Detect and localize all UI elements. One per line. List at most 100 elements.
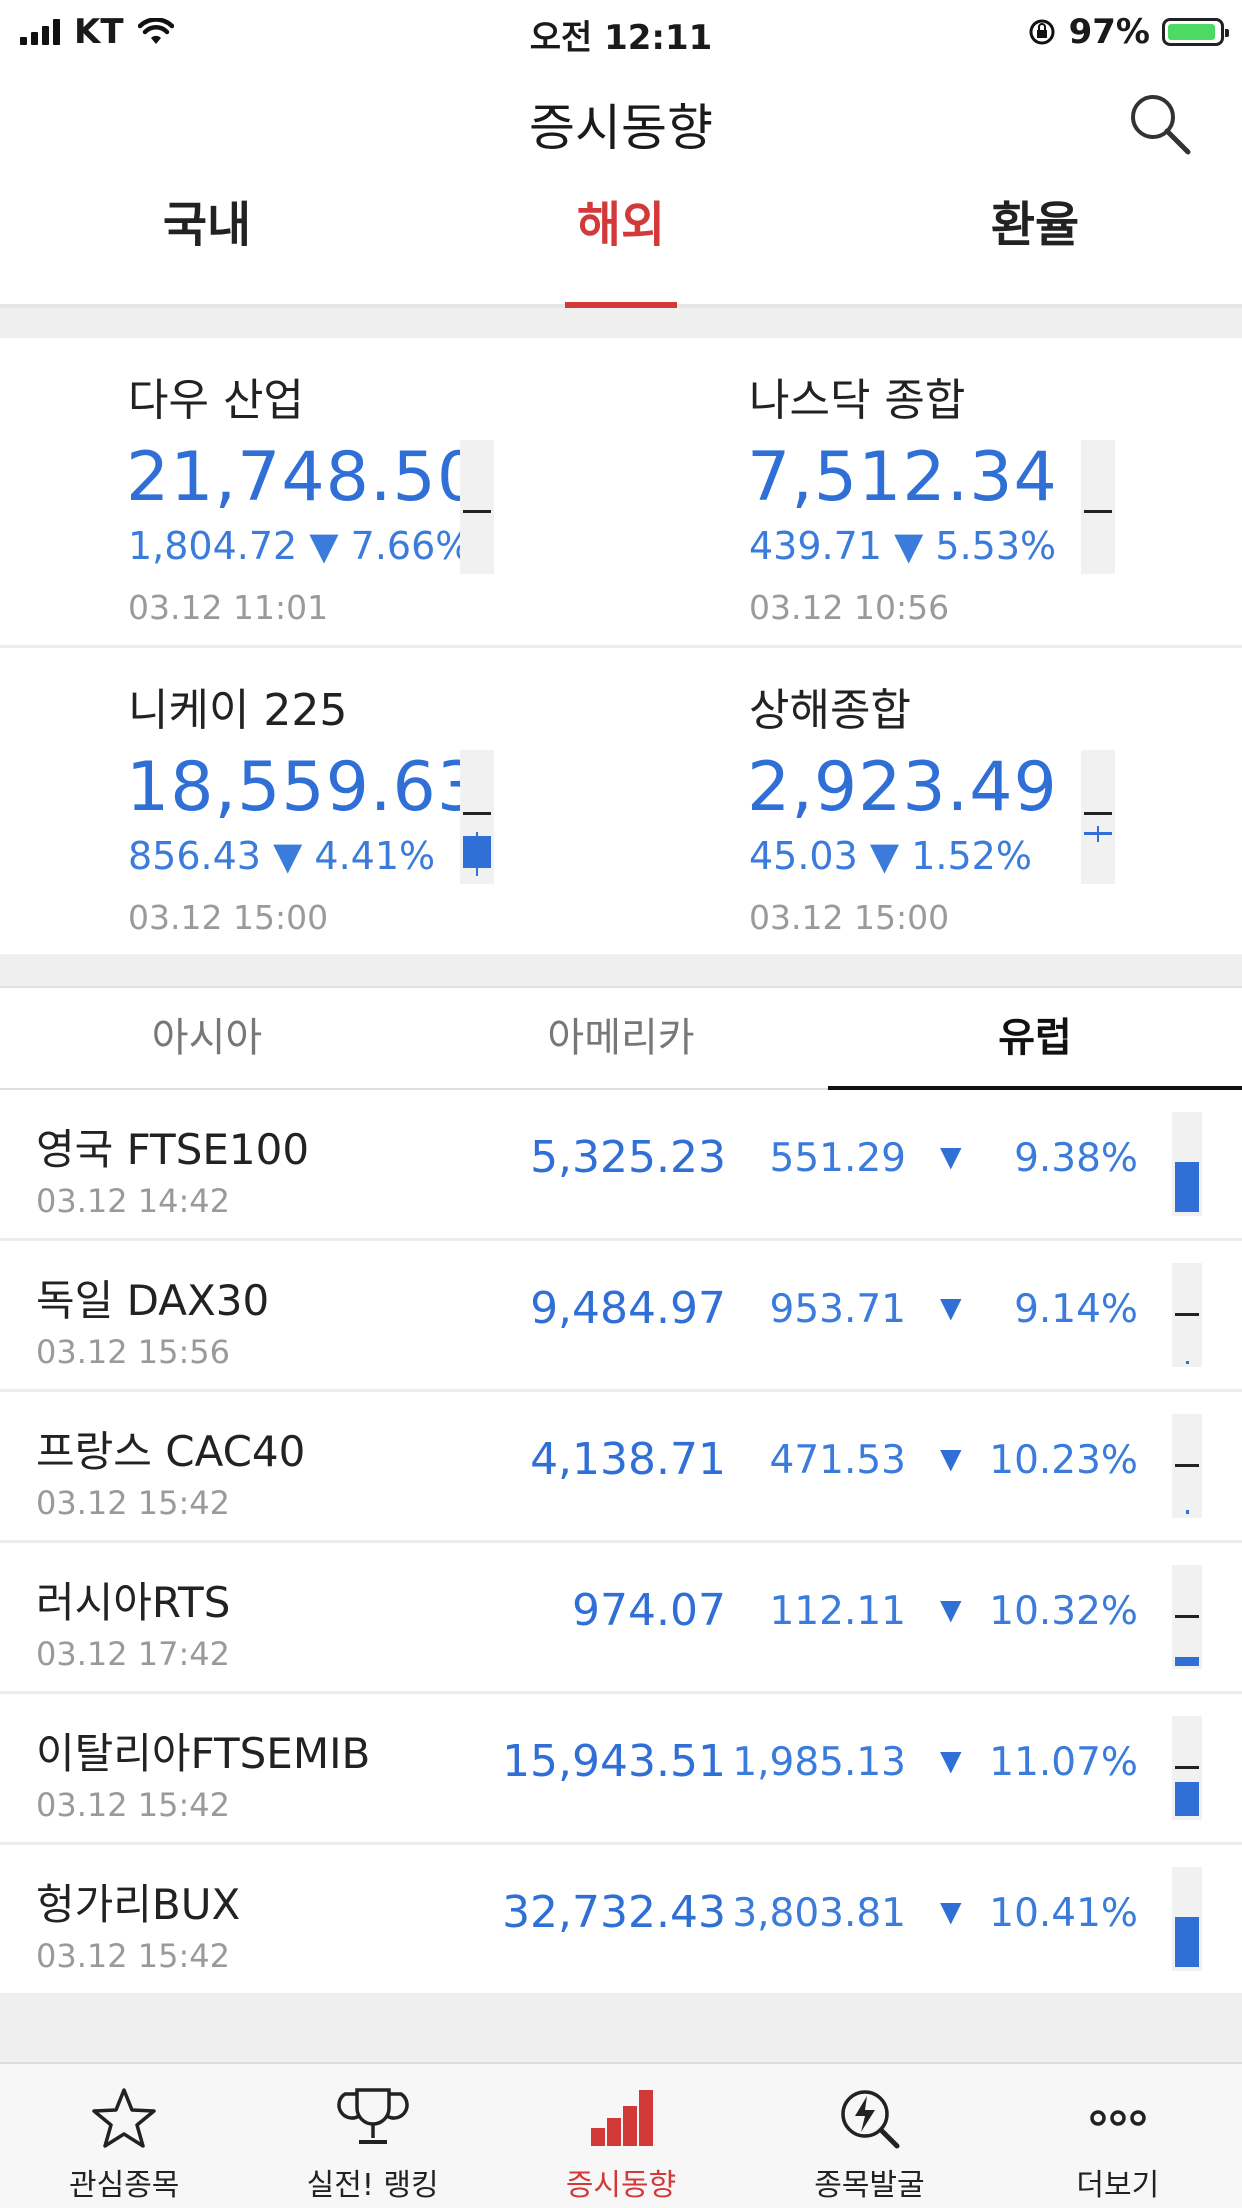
list-item[interactable]: 독일 DAX30 03.12 15:56 9,484.97 953.71 ▼ 9…	[0, 1241, 1242, 1392]
nav-label: 더보기	[1076, 2168, 1160, 2203]
item-change: 953.71	[769, 1287, 906, 1332]
candle-chart	[1172, 1565, 1202, 1669]
item-time: 03.12 15:42	[36, 1937, 230, 1975]
list-item[interactable]: 영국 FTSE100 03.12 14:42 5,325.23 551.29 ▼…	[0, 1090, 1242, 1241]
tab-europe[interactable]: 유럽	[828, 988, 1242, 1090]
candle-chart	[1081, 440, 1115, 574]
down-arrow-icon: ▼	[940, 1442, 962, 1475]
nav-ranking[interactable]: 실전! 랭킹	[248, 2064, 496, 2208]
divider	[0, 645, 1242, 648]
trophy-icon	[336, 2088, 409, 2144]
region-tabs: 아시아 아메리카 유럽	[0, 986, 1242, 1090]
item-price: 5,325.23	[530, 1132, 726, 1183]
index-name: 상해종합	[749, 685, 911, 736]
star-icon	[92, 2088, 156, 2148]
nav-more[interactable]: 더보기	[994, 2064, 1242, 2208]
tab-overseas[interactable]: 해외	[414, 180, 828, 304]
item-name: 영국 FTSE100	[36, 1125, 310, 1174]
index-name: 나스닥 종합	[749, 375, 966, 426]
index-card-shanghai[interactable]: 상해종합 2,923.49 45.03 ▼ 1.52% 03.12 15:00	[621, 648, 1242, 956]
candle-chart	[1172, 1716, 1202, 1820]
tab-asia[interactable]: 아시아	[151, 1015, 263, 1061]
list-item[interactable]: 프랑스 CAC40 03.12 15:42 4,138.71 471.53 ▼ …	[0, 1392, 1242, 1543]
down-arrow-icon: ▼	[940, 1291, 962, 1324]
more-dots-icon	[1090, 2110, 1146, 2126]
index-change: 439.71 ▼ 5.53%	[749, 524, 1057, 568]
wifi-icon	[137, 18, 174, 44]
index-value: 2,923.49	[747, 748, 1058, 827]
down-arrow-icon: ▼	[940, 1744, 962, 1777]
battery-percent: 97%	[1068, 12, 1150, 52]
item-name: 러시아RTS	[36, 1578, 231, 1627]
index-change: 1,804.72 ▼ 7.66%	[128, 524, 460, 568]
item-change: 1,985.13	[732, 1740, 906, 1785]
item-time: 03.12 15:42	[36, 1484, 230, 1522]
orientation-lock-icon	[1029, 19, 1055, 45]
magnifier-bolt-icon	[841, 2090, 900, 2149]
index-time: 03.12 15:00	[128, 898, 329, 937]
candle-chart	[1172, 1263, 1202, 1367]
index-card-nasdaq[interactable]: 나스닥 종합 7,512.34 439.71 ▼ 5.53% 03.12 10:…	[621, 338, 1242, 646]
section-divider	[0, 308, 1242, 338]
nav-label: 실전! 랭킹	[306, 2168, 439, 2203]
carrier-label: KT	[74, 12, 124, 52]
item-percent: 9.38%	[1014, 1136, 1138, 1181]
index-value: 7,512.34	[747, 438, 1058, 517]
down-arrow-icon: ▼	[869, 834, 900, 878]
index-time: 03.12 11:01	[128, 588, 329, 627]
item-change: 551.29	[769, 1136, 906, 1181]
item-change: 3,803.81	[732, 1891, 906, 1936]
nav-watchlist[interactable]: 관심종목	[0, 2064, 248, 2208]
nav-stock-discovery[interactable]: 종목발굴	[745, 2064, 993, 2208]
item-percent: 11.07%	[989, 1740, 1138, 1785]
item-time: 03.12 17:42	[36, 1635, 230, 1673]
nav-market-trends[interactable]: 증시동향	[497, 2064, 745, 2208]
index-name: 다우 산업	[128, 375, 304, 426]
item-percent: 10.41%	[989, 1891, 1138, 1936]
item-change: 471.53	[769, 1438, 906, 1483]
item-name: 독일 DAX30	[36, 1276, 270, 1325]
list-item[interactable]: 헝가리BUX 03.12 15:42 32,732.43 3,803.81 ▼ …	[0, 1845, 1242, 1996]
candle-chart	[460, 750, 494, 884]
clock: 오전 12:11	[529, 18, 713, 58]
down-arrow-icon: ▼	[894, 524, 924, 568]
index-change: 856.43 ▼ 4.41%	[128, 834, 436, 878]
nav-label: 관심종목	[69, 2168, 180, 2203]
item-price: 32,732.43	[502, 1887, 726, 1938]
page-title: 증시동향	[529, 99, 713, 157]
down-arrow-icon: ▼	[940, 1895, 962, 1928]
nav-label: 증시동향	[565, 2168, 677, 2203]
section-divider	[0, 954, 1242, 986]
nav-label: 종목발굴	[814, 2168, 925, 2203]
item-price: 4,138.71	[530, 1434, 726, 1485]
down-arrow-icon: ▼	[940, 1140, 962, 1173]
down-arrow-icon: ▼	[309, 524, 339, 568]
tab-domestic[interactable]: 국내	[162, 197, 252, 253]
battery-icon	[1162, 18, 1229, 46]
item-percent: 9.14%	[1014, 1287, 1138, 1332]
index-list: 영국 FTSE100 03.12 14:42 5,325.23 551.29 ▼…	[0, 1090, 1242, 1996]
candle-chart	[1081, 750, 1115, 884]
index-cards: 다우 산업 21,748.50 1,804.72 ▼ 7.66% 03.12 1…	[0, 338, 1242, 954]
item-price: 15,943.51	[502, 1736, 726, 1787]
item-name: 프랑스 CAC40	[36, 1427, 306, 1476]
index-value: 21,748.50	[126, 438, 482, 517]
item-name: 헝가리BUX	[36, 1880, 241, 1929]
index-card-nikkei[interactable]: 니케이 225 18,559.63 856.43 ▼ 4.41% 03.12 1…	[0, 648, 621, 956]
index-value: 18,559.63	[126, 748, 482, 827]
list-footer-space	[0, 1994, 1242, 2062]
index-time: 03.12 10:56	[749, 588, 950, 627]
item-price: 9,484.97	[530, 1283, 726, 1334]
list-item[interactable]: 러시아RTS 03.12 17:42 974.07 112.11 ▼ 10.32…	[0, 1543, 1242, 1694]
search-icon[interactable]	[1126, 90, 1192, 156]
index-card-dow[interactable]: 다우 산업 21,748.50 1,804.72 ▼ 7.66% 03.12 1…	[0, 338, 621, 646]
item-price: 974.07	[572, 1585, 726, 1636]
candle-chart	[1172, 1414, 1202, 1518]
tab-exchange-rate[interactable]: 환율	[990, 197, 1080, 253]
list-item[interactable]: 이탈리아FTSEMIB 03.12 15:42 15,943.51 1,985.…	[0, 1694, 1242, 1845]
index-change: 45.03 ▼ 1.52%	[749, 834, 1032, 878]
app-header: 증시동향	[0, 62, 1242, 180]
item-percent: 10.23%	[989, 1438, 1138, 1483]
index-name: 니케이 225	[128, 685, 348, 736]
tab-america[interactable]: 아메리카	[547, 1015, 695, 1061]
